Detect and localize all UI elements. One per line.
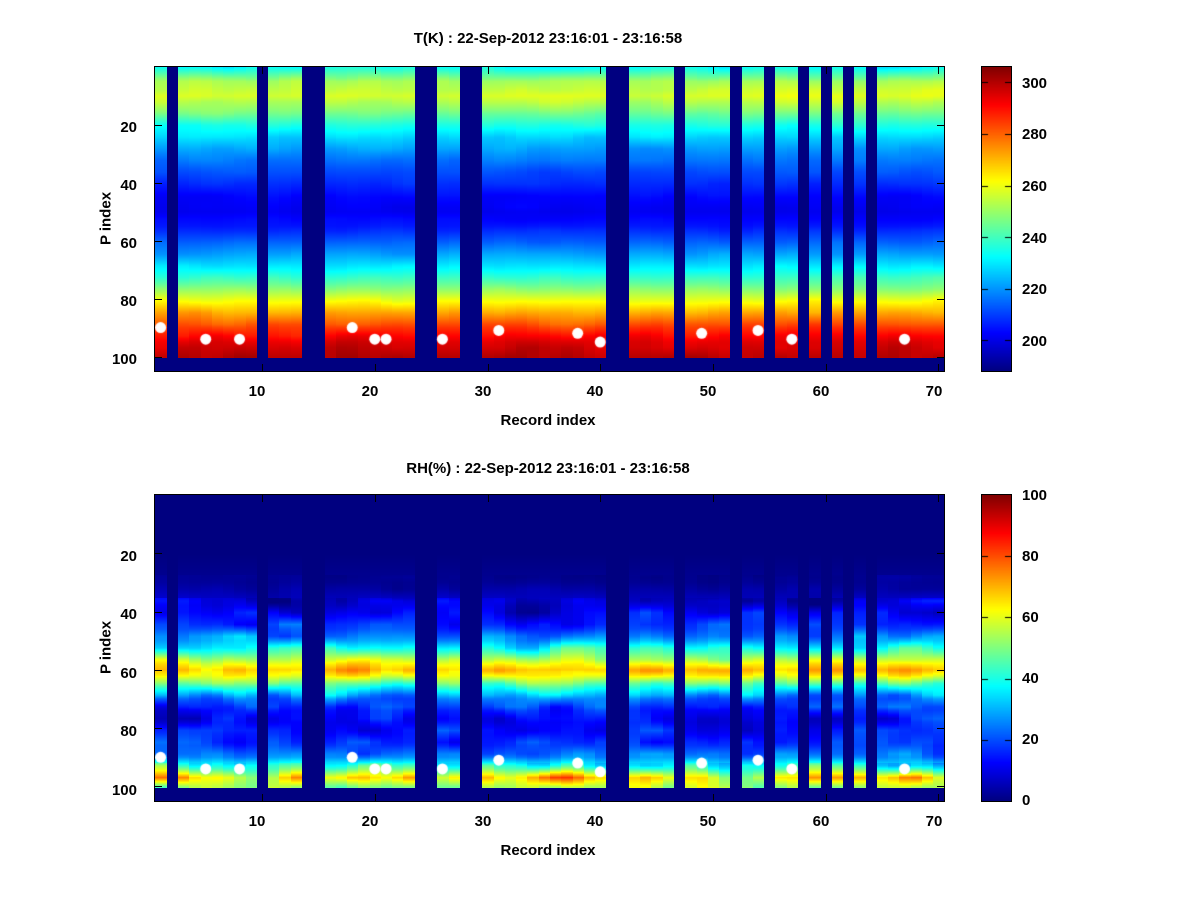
- relative-humidity-surface-markers: [155, 495, 944, 801]
- temperature-surface-markers: [155, 67, 944, 371]
- relative-humidity-xtick-50: 50: [699, 813, 717, 830]
- relative-humidity-colorbar-tick-60: 60: [1022, 609, 1039, 626]
- temperature-colorbar-tick-220: 220: [1022, 281, 1048, 298]
- relative-humidity-xtick-70: 70: [925, 813, 943, 830]
- temperature-x-axis-label: Record index: [500, 412, 596, 429]
- relative-humidity-colorbar-tick-80: 80: [1022, 548, 1039, 565]
- temperature-xtick-70: 70: [925, 383, 943, 400]
- relative-humidity-colorbar-tick-0: 0: [1022, 792, 1031, 809]
- relative-humidity-ytick-80: 80: [120, 723, 137, 740]
- temperature-panel-title: T(K) : 22-Sep-2012 23:16:01 - 23:16:58: [413, 30, 683, 47]
- relative-humidity-xtick-10: 10: [248, 813, 266, 830]
- temperature-xtick-40: 40: [586, 383, 604, 400]
- temperature-xtick-20: 20: [361, 383, 379, 400]
- relative-humidity-ytick-20: 20: [120, 548, 137, 565]
- relative-humidity-xtick-20: 20: [361, 813, 379, 830]
- relative-humidity-colorbar-tick-100: 100: [1022, 487, 1048, 504]
- temperature-xtick-30: 30: [474, 383, 492, 400]
- temperature-xtick-10: 10: [248, 383, 266, 400]
- temperature-ytick-80: 80: [120, 293, 137, 310]
- temperature-ytick-20: 20: [120, 119, 137, 136]
- temperature-colorbar-tick-260: 260: [1022, 178, 1048, 195]
- temperature-xtick-50: 50: [699, 383, 717, 400]
- temperature-xtick-60: 60: [812, 383, 830, 400]
- temperature-ytick-60: 60: [120, 235, 137, 252]
- relative-humidity-xtick-30: 30: [474, 813, 492, 830]
- temperature-colorbar-tick-300: 300: [1022, 75, 1048, 92]
- relative-humidity-xtick-40: 40: [586, 813, 604, 830]
- relative-humidity-colorbar: [981, 494, 1012, 802]
- relative-humidity-x-axis-label: Record index: [500, 842, 596, 859]
- relative-humidity-colorbar-tick-20: 20: [1022, 731, 1039, 748]
- temperature-colorbar-tick-240: 240: [1022, 230, 1048, 247]
- temperature-ytick-40: 40: [120, 177, 137, 194]
- temperature-colorbar: [981, 66, 1012, 372]
- relative-humidity-ytick-40: 40: [120, 606, 137, 623]
- relative-humidity-ytick-60: 60: [120, 665, 137, 682]
- temperature-ytick-100: 100: [111, 351, 137, 368]
- relative-humidity-xtick-60: 60: [812, 813, 830, 830]
- relative-humidity-colorbar-tick-40: 40: [1022, 670, 1039, 687]
- temperature-colorbar-tick-280: 280: [1022, 126, 1048, 143]
- temperature-colorbar-tick-200: 200: [1022, 333, 1048, 350]
- relative-humidity-ytick-100: 100: [111, 782, 137, 799]
- relative-humidity-panel-title: RH(%) : 22-Sep-2012 23:16:01 - 23:16:58: [406, 460, 690, 477]
